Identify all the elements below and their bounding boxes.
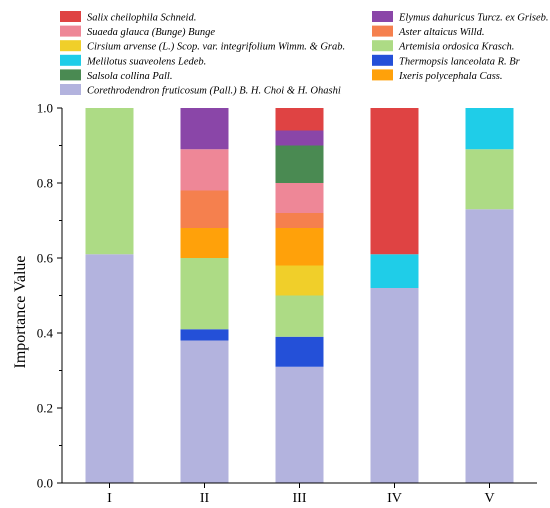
bar-i-artemisia-ordosica-krasc bbox=[85, 108, 134, 255]
bar-ii-suaeda-glauca-bunge-bung bbox=[180, 149, 229, 191]
legend-swatch-thermopsis-lanceolata-r- bbox=[372, 54, 393, 66]
legend-label-salsola-collina-pall: Salsola collina Pall. bbox=[87, 71, 172, 82]
bar-ii-aster-altaicus-willd bbox=[180, 190, 229, 228]
y-tick-label: 0.6 bbox=[37, 251, 54, 266]
y-tick-label: 0.8 bbox=[37, 176, 53, 191]
legend-swatch-melilotus-suaveolens-led bbox=[60, 54, 81, 66]
legend-swatch-elymus-dahuricus-turcz-e bbox=[372, 11, 393, 22]
x-tick-label-iii: III bbox=[293, 491, 307, 506]
legend-label-suaeda-glauca-bunge-bung: Suaeda glauca (Bunge) Bunge bbox=[87, 27, 215, 38]
bar-iv-salix-cheilophila-schnei bbox=[370, 108, 419, 255]
x-tick-label-ii: II bbox=[200, 491, 210, 506]
plot-area bbox=[85, 108, 514, 483]
bar-ii-artemisia-ordosica-krasc bbox=[180, 258, 229, 330]
bar-ii-elymus-dahuricus-turcz-e bbox=[180, 108, 229, 150]
legend-label-artemisia-ordosica-krasc: Artemisia ordosica Krasch. bbox=[398, 42, 514, 53]
bar-v-corethrodendron-fruticos bbox=[465, 209, 514, 483]
legend-swatch-salix-cheilophila-schnei bbox=[60, 11, 81, 22]
x-tick-label-v: V bbox=[484, 491, 494, 506]
bar-iii-salix-cheilophila-schnei bbox=[275, 108, 324, 131]
legend-label-melilotus-suaveolens-led: Melilotus suaveolens Ledeb. bbox=[86, 56, 206, 67]
bar-iii-cirsium-arvense-l-scop-v bbox=[275, 265, 324, 296]
axes: 0.00.20.40.60.81.0I II III IV V bbox=[37, 101, 537, 506]
bar-v-melilotus-suaveolens-led bbox=[465, 108, 514, 150]
legend-swatch-cirsium-arvense-l-scop-v bbox=[60, 40, 81, 52]
bar-iii-thermopsis-lanceolata-r- bbox=[275, 336, 324, 367]
legend-swatch-ixeris-polycephala-cass bbox=[372, 69, 393, 81]
legend: Salix cheilophila Schneid. Elymus dahuric… bbox=[60, 11, 549, 97]
bar-iii-suaeda-glauca-bunge-bung bbox=[275, 183, 324, 213]
bar-iii-artemisia-ordosica-krasc bbox=[275, 295, 324, 337]
y-tick-label: 0.2 bbox=[37, 401, 53, 416]
bar-ii-ixeris-polycephala-cass bbox=[180, 228, 229, 258]
x-tick-label-i: I bbox=[107, 491, 112, 506]
bar-iii-elymus-dahuricus-turcz-e bbox=[275, 130, 324, 146]
bar-ii-thermopsis-lanceolata-r- bbox=[180, 329, 229, 341]
legend-label-cirsium-arvense-l-scop-v: Cirsium arvense (L.) Scop. var. integrif… bbox=[87, 42, 345, 53]
bar-iii-corethrodendron-fruticos bbox=[275, 366, 324, 483]
legend-swatch-aster-altaicus-willd bbox=[372, 25, 393, 37]
legend-label-salix-cheilophila-schnei: Salix cheilophila Schneid. bbox=[87, 13, 196, 24]
legend-swatch-suaeda-glauca-bunge-bung bbox=[60, 25, 81, 37]
legend-swatch-corethrodendron-fruticos bbox=[60, 84, 81, 95]
legend-swatch-salsola-collina-pall bbox=[60, 69, 81, 81]
legend-label-elymus-dahuricus-turcz-e: Elymus dahuricus Turcz. ex Griseb. bbox=[398, 13, 549, 24]
bar-v-artemisia-ordosica-krasc bbox=[465, 149, 514, 210]
bar-iv-corethrodendron-fruticos bbox=[370, 288, 419, 483]
bar-iii-ixeris-polycephala-cass bbox=[275, 228, 324, 266]
bar-iii-aster-altaicus-willd bbox=[275, 213, 324, 228]
bar-ii-corethrodendron-fruticos bbox=[180, 340, 229, 483]
y-tick-label: 0.4 bbox=[37, 326, 54, 341]
legend-label-aster-altaicus-willd: Aster altaicus Willd. bbox=[398, 27, 484, 38]
bar-iii-salsola-collina-pall bbox=[275, 145, 324, 183]
legend-label-corethrodendron-fruticos: Corethrodendron fruticosum (Pall.) B. H.… bbox=[87, 86, 341, 97]
legend-label-ixeris-polycephala-cass: Ixeris polycephala Cass. bbox=[398, 71, 503, 82]
bar-iv-melilotus-suaveolens-led bbox=[370, 254, 419, 288]
y-axis-title: Importance Value bbox=[12, 256, 29, 369]
legend-label-thermopsis-lanceolata-r-: Thermopsis lanceolata R. Br bbox=[399, 56, 521, 67]
legend-swatch-artemisia-ordosica-krasc bbox=[372, 40, 393, 52]
y-tick-label: 0.0 bbox=[37, 476, 53, 491]
y-tick-label: 1.0 bbox=[37, 101, 53, 116]
bar-i-corethrodendron-fruticos bbox=[85, 254, 134, 483]
x-tick-label-iv: IV bbox=[387, 491, 402, 506]
